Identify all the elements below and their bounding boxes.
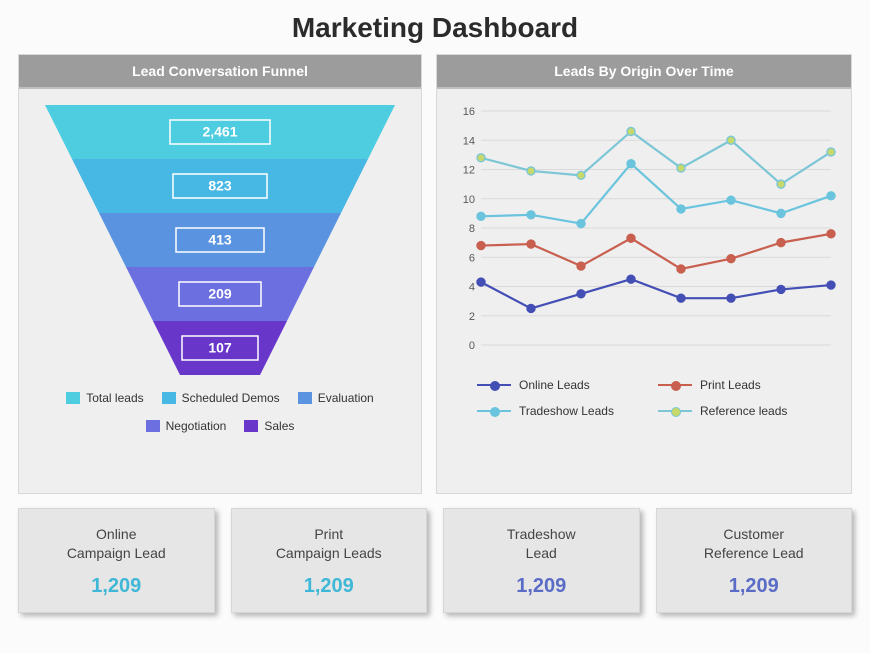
legend-label: Evaluation [318, 391, 374, 405]
funnel-legend-item: Sales [244, 419, 294, 433]
series-marker [527, 304, 535, 312]
kpi-cards-row: Online Campaign Lead1,209Print Campaign … [18, 508, 852, 613]
legend-swatch [66, 392, 80, 404]
series-marker [777, 209, 785, 217]
y-tick-label: 10 [463, 194, 475, 206]
funnel-value: 2,461 [202, 124, 237, 140]
series-marker [777, 285, 785, 293]
series-marker [727, 136, 735, 144]
line-chart: 0 2 4 6 8 10 12 14 16 [437, 89, 851, 370]
series-marker [527, 167, 535, 175]
series-marker [677, 265, 685, 273]
series-marker [577, 171, 585, 179]
legend-line-icon [477, 406, 511, 416]
kpi-value: 1,209 [450, 575, 633, 598]
series-marker [527, 211, 535, 219]
legend-label: Total leads [86, 391, 143, 405]
page-title: Marketing Dashboard [18, 12, 852, 44]
y-tick-label: 4 [469, 282, 475, 294]
series-marker [727, 294, 735, 302]
series-line [481, 279, 831, 308]
series-marker [477, 212, 485, 220]
series-marker [577, 290, 585, 298]
linechart-panel: Leads By Origin Over Time 0246810121416 … [436, 54, 852, 494]
legend-swatch [298, 392, 312, 404]
funnel-value: 413 [208, 232, 232, 248]
linechart-header: Leads By Origin Over Time [437, 55, 851, 89]
series-marker [477, 278, 485, 286]
y-tick-label: 16 [463, 106, 475, 118]
y-tick-label: 12 [463, 165, 475, 177]
y-tick-label: 14 [463, 135, 475, 147]
funnel-legend-item: Evaluation [298, 391, 374, 405]
panels-row: Lead Conversation Funnel 2,461 823 413 209 1… [18, 54, 852, 494]
series-marker [477, 242, 485, 250]
y-tick-label: 6 [469, 252, 475, 264]
funnel-legend-item: Scheduled Demos [162, 391, 280, 405]
legend-line-icon [477, 380, 511, 390]
line-legend-item: Reference leads [658, 404, 827, 418]
series-marker [677, 164, 685, 172]
kpi-card: Online Campaign Lead 1,209 [18, 508, 215, 613]
series-marker [627, 127, 635, 135]
series-marker [827, 281, 835, 289]
kpi-value: 1,209 [663, 575, 846, 598]
legend-label: Tradeshow Leads [519, 404, 614, 418]
kpi-card: Tradeshow Lead 1,209 [443, 508, 640, 613]
line-legend-item: Tradeshow Leads [477, 404, 646, 418]
y-tick-label: 2 [469, 311, 475, 323]
line-legend-item: Online Leads [477, 378, 646, 392]
funnel-chart: 2,461 823 413 209 107 [19, 89, 421, 383]
funnel-value: 823 [208, 178, 232, 194]
series-marker [827, 230, 835, 238]
linechart-legend: Online Leads Print Leads Tradeshow Leads Re… [437, 370, 851, 430]
legend-swatch [146, 420, 160, 432]
y-tick-label: 8 [469, 223, 475, 235]
series-marker [627, 160, 635, 168]
kpi-label: Online Campaign Lead [25, 525, 208, 563]
funnel-panel: Lead Conversation Funnel 2,461 823 413 209 1… [18, 54, 422, 494]
series-marker [677, 205, 685, 213]
funnel-legend: Total leads Scheduled Demos Evaluation Nego… [19, 383, 421, 445]
legend-label: Sales [264, 419, 294, 433]
funnel-value: 209 [208, 286, 232, 302]
series-line [481, 131, 831, 184]
legend-line-icon [658, 406, 692, 416]
funnel-legend-item: Negotiation [146, 419, 227, 433]
line-legend-item: Print Leads [658, 378, 827, 392]
kpi-card: Print Campaign Leads 1,209 [231, 508, 428, 613]
legend-label: Online Leads [519, 378, 590, 392]
series-marker [777, 180, 785, 188]
kpi-value: 1,209 [25, 575, 208, 598]
series-marker [727, 196, 735, 204]
kpi-card: Customer Reference Lead 1,209 [656, 508, 853, 613]
y-tick-label: 0 [469, 340, 475, 352]
funnel-header: Lead Conversation Funnel [19, 55, 421, 89]
funnel-legend-item: Total leads [66, 391, 143, 405]
series-marker [477, 154, 485, 162]
series-marker [677, 294, 685, 302]
series-marker [777, 239, 785, 247]
series-marker [527, 240, 535, 248]
legend-line-icon [658, 380, 692, 390]
kpi-label: Customer Reference Lead [663, 525, 846, 563]
legend-swatch [244, 420, 258, 432]
series-marker [577, 262, 585, 270]
legend-label: Print Leads [700, 378, 761, 392]
series-marker [727, 255, 735, 263]
series-marker [627, 234, 635, 242]
kpi-label: Print Campaign Leads [238, 525, 421, 563]
legend-label: Scheduled Demos [182, 391, 280, 405]
series-marker [827, 148, 835, 156]
series-marker [577, 220, 585, 228]
legend-label: Negotiation [166, 419, 227, 433]
legend-swatch [162, 392, 176, 404]
series-marker [627, 275, 635, 283]
series-marker [827, 192, 835, 200]
legend-label: Reference leads [700, 404, 787, 418]
kpi-value: 1,209 [238, 575, 421, 598]
kpi-label: Tradeshow Lead [450, 525, 633, 563]
funnel-value: 107 [208, 340, 232, 356]
